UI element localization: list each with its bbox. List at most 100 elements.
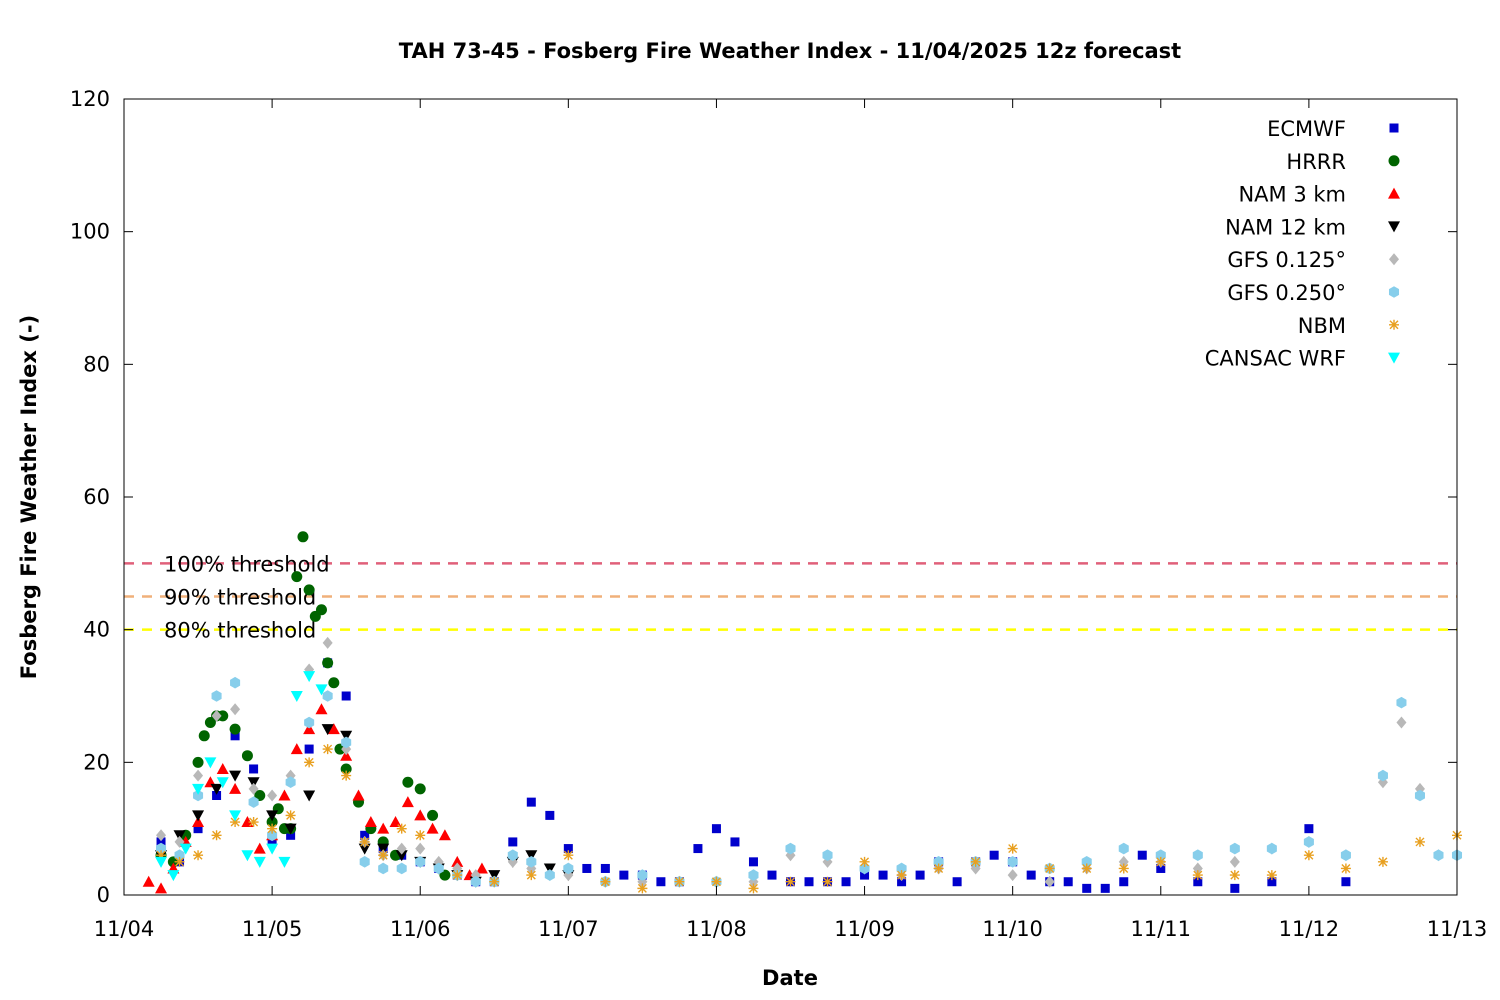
data-point bbox=[439, 869, 451, 881]
data-point bbox=[1230, 883, 1240, 893]
series-gfs-0-125 bbox=[156, 636, 1462, 888]
data-point bbox=[179, 843, 192, 855]
data-point bbox=[241, 750, 253, 762]
chart-title: TAH 73-45 - Fosberg Fire Weather Index -… bbox=[399, 39, 1181, 63]
data-point bbox=[1118, 855, 1129, 868]
data-point bbox=[785, 842, 796, 855]
data-point bbox=[192, 810, 205, 822]
x-tick-label: 11/05 bbox=[242, 917, 303, 941]
data-point bbox=[600, 876, 611, 887]
data-point bbox=[290, 743, 303, 755]
y-axis-label: Fosberg Fire Weather Index (-) bbox=[17, 315, 41, 679]
data-point bbox=[266, 816, 278, 828]
x-axis: 11/04 11/05 11/06 11/07 11/08 11/09 11/10 11/11… bbox=[94, 99, 1487, 941]
data-point bbox=[352, 789, 365, 801]
data-point bbox=[1229, 842, 1240, 855]
data-point bbox=[1303, 850, 1314, 861]
data-point bbox=[1081, 856, 1092, 868]
data-point bbox=[303, 671, 316, 683]
data-point bbox=[167, 870, 180, 882]
data-point bbox=[229, 782, 242, 794]
legend-marker bbox=[1389, 319, 1399, 330]
data-point bbox=[1192, 862, 1203, 875]
x-tick-label: 11/10 bbox=[982, 917, 1043, 941]
data-point bbox=[438, 829, 451, 841]
data-point bbox=[192, 783, 205, 795]
data-point bbox=[1266, 870, 1277, 881]
data-point bbox=[253, 842, 266, 854]
data-point bbox=[230, 817, 241, 828]
data-point bbox=[859, 856, 870, 867]
series-gfs-0-250 bbox=[156, 676, 1463, 888]
data-point bbox=[933, 856, 944, 868]
data-point bbox=[173, 830, 186, 842]
y-tick-label: 100 bbox=[70, 220, 110, 244]
data-point bbox=[1026, 870, 1036, 880]
data-point bbox=[322, 636, 333, 649]
data-point bbox=[340, 730, 353, 742]
data-point bbox=[267, 823, 278, 834]
data-point bbox=[359, 856, 370, 868]
data-point bbox=[290, 691, 303, 702]
data-point bbox=[304, 716, 315, 729]
data-point bbox=[1007, 869, 1018, 882]
data-point bbox=[193, 824, 203, 834]
data-point bbox=[822, 849, 833, 861]
data-point bbox=[427, 809, 439, 821]
data-point bbox=[303, 584, 315, 596]
data-point bbox=[1433, 849, 1444, 861]
y-tick-label: 80 bbox=[83, 352, 110, 376]
data-point bbox=[1340, 849, 1351, 861]
data-point bbox=[230, 731, 240, 741]
data-point bbox=[1304, 824, 1314, 834]
legend-label: NBM bbox=[1298, 314, 1346, 338]
data-point bbox=[1081, 863, 1092, 874]
data-point bbox=[401, 796, 414, 808]
data-point bbox=[341, 691, 351, 701]
data-point bbox=[859, 862, 870, 875]
data-point bbox=[933, 863, 944, 874]
legend-marker bbox=[1389, 123, 1399, 133]
x-tick-label: 11/07 bbox=[538, 917, 599, 941]
data-point bbox=[378, 862, 389, 875]
data-point bbox=[217, 710, 229, 722]
data-point bbox=[364, 816, 377, 828]
data-point bbox=[841, 877, 851, 887]
data-point bbox=[711, 824, 721, 834]
data-point bbox=[711, 876, 722, 887]
data-point bbox=[1155, 856, 1166, 867]
data-point bbox=[1377, 769, 1388, 782]
data-point bbox=[488, 870, 501, 882]
data-point bbox=[193, 769, 204, 782]
data-point bbox=[414, 809, 427, 821]
data-point bbox=[303, 790, 316, 802]
data-point bbox=[156, 850, 167, 861]
data-point bbox=[525, 850, 538, 862]
data-point bbox=[1303, 836, 1314, 848]
data-point bbox=[284, 823, 297, 835]
data-point bbox=[266, 843, 279, 855]
data-point bbox=[395, 850, 408, 862]
data-point bbox=[248, 782, 259, 795]
data-point bbox=[544, 869, 555, 881]
data-point bbox=[915, 870, 925, 880]
data-point bbox=[341, 770, 352, 781]
data-point bbox=[229, 723, 241, 735]
data-point bbox=[249, 764, 259, 774]
threshold-label: 80% threshold bbox=[164, 619, 316, 643]
data-point bbox=[267, 829, 278, 842]
legend-label: ECMWF bbox=[1267, 117, 1346, 141]
data-point bbox=[767, 870, 777, 880]
data-point bbox=[156, 837, 166, 847]
data-point bbox=[328, 677, 340, 689]
legend-label: HRRR bbox=[1286, 150, 1346, 174]
data-point bbox=[545, 810, 555, 820]
data-point bbox=[142, 875, 155, 887]
data-point bbox=[204, 757, 217, 769]
data-point bbox=[266, 810, 279, 822]
data-point bbox=[241, 850, 254, 862]
data-point bbox=[1007, 843, 1018, 854]
data-point bbox=[340, 749, 353, 761]
y-axis: 0 20 40 60 80 100 120 bbox=[70, 87, 1457, 907]
data-point bbox=[1414, 789, 1425, 802]
